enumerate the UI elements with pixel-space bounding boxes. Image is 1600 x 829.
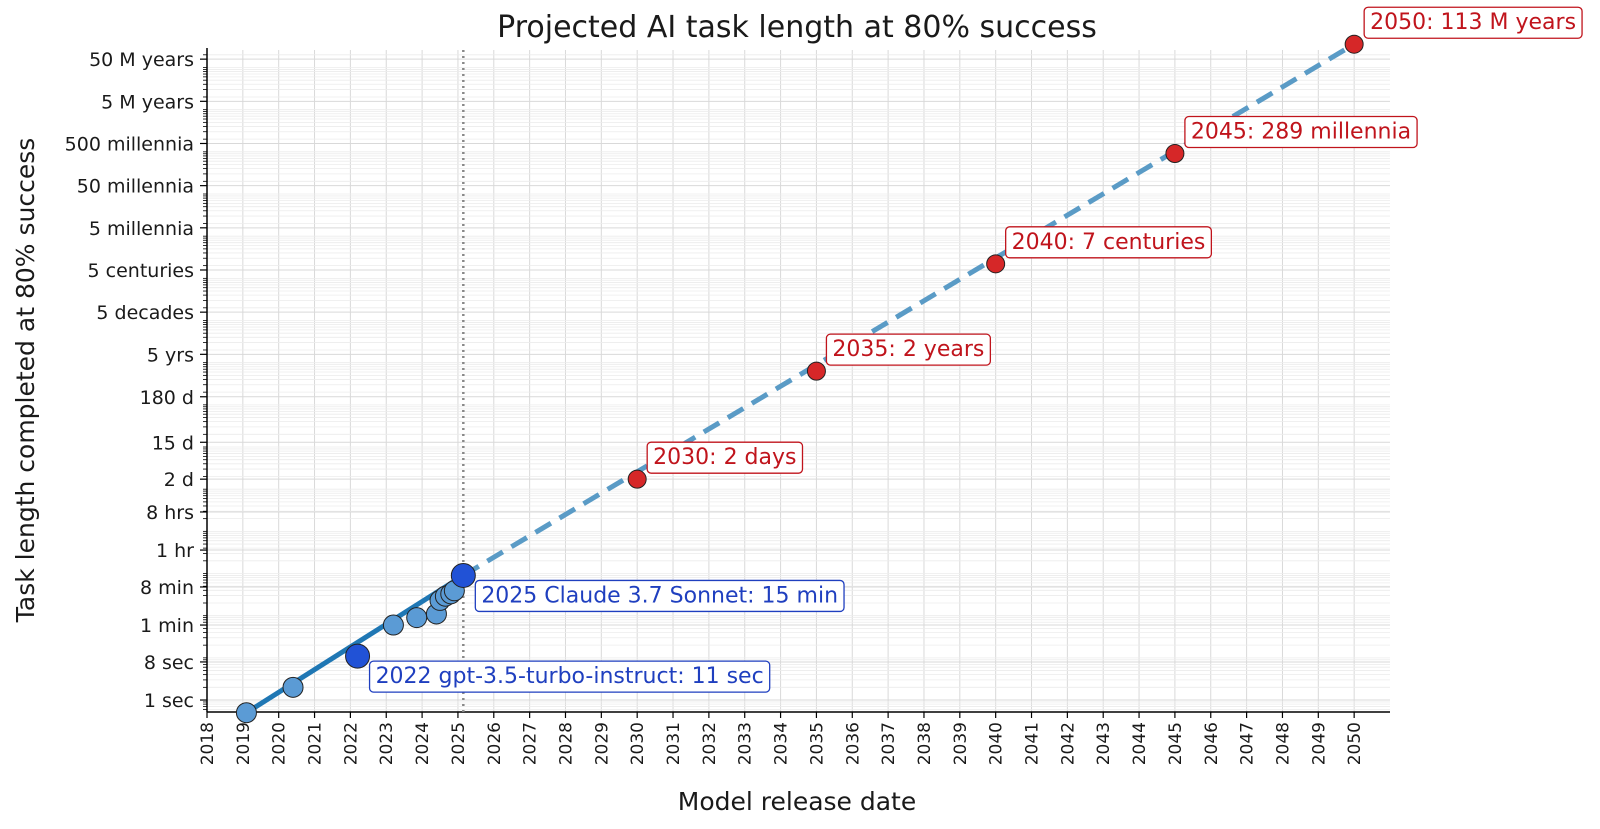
x-tick-label: 2019 — [234, 722, 254, 765]
projection-annotation: 2050: 113 M years — [1363, 6, 1583, 39]
x-tick-label: 2032 — [700, 722, 720, 765]
data-point — [450, 562, 476, 588]
annotation-text: 2030: 2 days — [653, 445, 796, 470]
y-tick-label: 180 d — [140, 387, 194, 409]
x-tick-label: 2020 — [270, 722, 290, 765]
projection-annotation: 2045: 289 millennia — [1184, 115, 1418, 149]
x-tick-label: 2049 — [1309, 722, 1329, 765]
x-tick-label: 2021 — [306, 722, 326, 765]
y-tick-label: 2 d — [164, 469, 194, 491]
y-tick-label: 50 M years — [89, 49, 194, 71]
y-tick-label: 5 millennia — [89, 218, 194, 240]
data-point — [282, 676, 304, 698]
y-tick-label: 50 millennia — [77, 176, 194, 198]
model-annotation: 2025 Claude 3.7 Sonnet: 15 min — [474, 579, 845, 613]
x-axis-label: Model release date — [678, 787, 917, 816]
data-point — [235, 702, 257, 724]
data-point — [806, 361, 826, 381]
data-point — [1344, 34, 1364, 54]
annotation-box — [825, 333, 992, 366]
data-point — [627, 469, 647, 489]
annotation-text: 2025 Claude 3.7 Sonnet: 15 min — [481, 583, 838, 608]
annotation-text: 2050: 113 M years — [1370, 10, 1576, 35]
x-tick-label: 2047 — [1238, 722, 1258, 765]
x-tick-label: 2045 — [1166, 722, 1186, 765]
x-tick-label: 2043 — [1094, 722, 1114, 765]
annotation-box — [1363, 6, 1583, 39]
x-tick-label: 2026 — [485, 722, 505, 765]
projection-annotation: 2035: 2 years — [825, 333, 992, 366]
projection-annotation: 2030: 2 days — [646, 441, 804, 474]
x-tick-label: 2046 — [1202, 722, 1222, 765]
annotation-box — [1184, 115, 1418, 149]
y-tick-label: 5 yrs — [147, 344, 194, 366]
x-tick-label: 2025 — [449, 722, 469, 765]
x-tick-label: 2018 — [198, 722, 218, 765]
x-tick-label: 2039 — [951, 722, 971, 765]
annotation-text: 2040: 7 centuries — [1012, 230, 1206, 255]
grid-lines — [206, 50, 1390, 712]
y-tick-label: 5 decades — [96, 302, 194, 324]
x-tick-label: 2036 — [843, 722, 863, 765]
model-annotation: 2022 gpt-3.5-turbo-instruct: 11 sec — [368, 660, 771, 693]
x-tick-label: 2024 — [413, 722, 433, 765]
x-tick-label: 2041 — [1023, 722, 1043, 765]
y-tick-label: 5 M years — [101, 91, 194, 113]
x-tick-label: 2044 — [1130, 722, 1150, 765]
axes: 2018 2019 2020 2021 2022 2023 2024 2025 2026 2027… — [65, 48, 1390, 765]
x-tick-label: 2042 — [1058, 722, 1078, 765]
x-tick-label: 2030 — [628, 722, 648, 765]
annotation-text: 2022 gpt-3.5-turbo-instruct: 11 sec — [376, 664, 764, 689]
x-tick-label: 2033 — [736, 722, 756, 765]
annotation-box — [646, 441, 804, 474]
x-tick-label: 2035 — [807, 722, 827, 765]
x-tick-label: 2040 — [987, 722, 1007, 765]
y-tick-label: 8 sec — [144, 652, 194, 674]
x-tick-label: 2031 — [664, 722, 684, 765]
x-tick-label: 2029 — [592, 722, 612, 765]
annotation-text: 2045: 289 millennia — [1191, 120, 1411, 145]
y-tick-label: 5 centuries — [88, 260, 194, 282]
data-point — [1165, 144, 1185, 164]
y-tick-label: 500 millennia — [65, 133, 194, 155]
annotation-box — [1005, 226, 1213, 259]
x-tick-label: 2028 — [556, 722, 576, 765]
x-tick-label: 2037 — [879, 722, 899, 765]
x-tick-label: 2038 — [915, 722, 935, 765]
x-tick-label: 2027 — [521, 722, 541, 765]
annotation-box — [474, 579, 845, 613]
annotation-box — [368, 660, 771, 693]
x-tick-label: 2023 — [377, 722, 397, 765]
y-tick-label: 1 sec — [144, 690, 194, 712]
data-points — [235, 34, 1364, 724]
y-tick-label: 15 d — [152, 432, 194, 454]
x-tick-label: 2050 — [1345, 722, 1365, 765]
y-tick-label: 1 hr — [156, 540, 194, 562]
y-axis-label: Task length completed at 80% success — [11, 138, 40, 624]
projection-line — [462, 42, 1356, 578]
projection-annotation: 2040: 7 centuries — [1005, 226, 1213, 259]
y-tick-label: 8 hrs — [146, 502, 194, 524]
annotation-text: 2035: 2 years — [832, 337, 984, 362]
data-point — [406, 607, 428, 629]
data-point — [382, 614, 404, 636]
y-tick-label: 1 min — [140, 615, 194, 637]
x-tick-label: 2022 — [341, 722, 361, 765]
y-tick-label: 8 min — [140, 577, 194, 599]
chart-title: Projected AI task length at 80% success — [497, 10, 1097, 45]
x-tick-label: 2034 — [772, 722, 792, 765]
x-tick-label: 2048 — [1273, 722, 1293, 765]
data-point — [345, 643, 371, 669]
annotations: 2022 gpt-3.5-turbo-instruct: 11 sec 2025 … — [368, 6, 1583, 693]
data-point — [986, 254, 1006, 274]
